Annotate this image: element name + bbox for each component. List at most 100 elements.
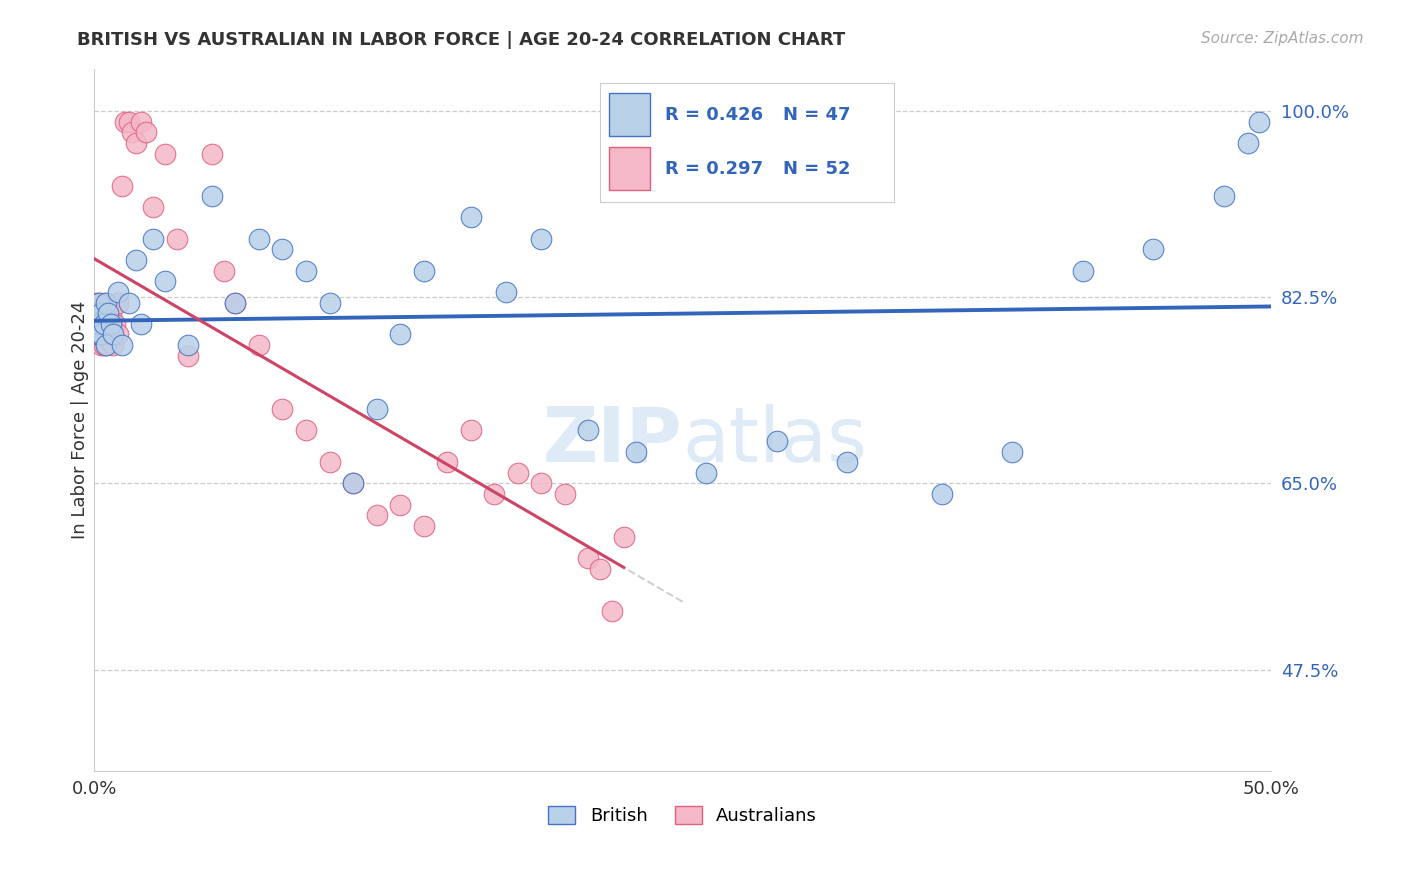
Point [93,317,115,331]
Point [389,327,412,342]
Point [153,146,176,161]
Point [201,189,224,203]
Point [1001,444,1024,458]
Point [578,550,600,565]
Point [589,561,612,575]
Point [93,295,115,310]
Point [224,295,246,310]
Point [295,263,318,277]
Point [129,317,152,331]
Point [366,401,388,416]
Point [389,498,412,512]
Point [90,327,112,342]
Text: BRITISH VS AUSTRALIAN IN LABOR FORCE | AGE 20-24 CORRELATION CHART: BRITISH VS AUSTRALIAN IN LABOR FORCE | A… [77,31,845,49]
Point [114,114,136,128]
Point [613,530,636,544]
Point [247,232,270,246]
Point [100,317,122,331]
Point [578,423,600,437]
Point [86,327,108,342]
Point [295,423,318,437]
Point [87,327,110,342]
Point [153,274,176,288]
Point [212,263,235,277]
Point [90,306,112,320]
Point [765,434,787,448]
Point [121,125,143,139]
Point [271,243,294,257]
Point [460,423,482,437]
Point [412,263,434,277]
Point [1236,136,1258,150]
Point [271,401,294,416]
Point [495,285,517,299]
Point [118,114,141,128]
Text: ZIP: ZIP [543,404,683,478]
Point [107,295,129,310]
Point [86,317,108,331]
Point [90,317,112,331]
Point [94,295,117,310]
Point [86,306,108,320]
Point [436,455,458,469]
Point [1142,243,1164,257]
Point [94,338,117,352]
Point [100,317,122,331]
Point [93,338,115,352]
Legend: British, Australians: British, Australians [548,805,817,825]
Point [94,338,117,352]
Point [142,232,165,246]
Text: atlas: atlas [683,404,868,478]
Point [125,136,148,150]
Point [97,327,120,342]
Point [97,306,120,320]
Y-axis label: In Labor Force | Age 20-24: In Labor Force | Age 20-24 [72,301,89,539]
Point [931,487,953,501]
Point [100,306,122,320]
Point [118,295,141,310]
Point [342,476,364,491]
Point [90,338,112,352]
Point [1071,263,1094,277]
Point [86,306,108,320]
Point [201,146,224,161]
Point [129,114,152,128]
Point [177,349,200,363]
Point [101,327,124,342]
Point [484,487,506,501]
Point [142,200,165,214]
Point [86,327,108,342]
Point [87,317,110,331]
Point [554,487,576,501]
Point [87,295,110,310]
Point [87,327,110,342]
Point [837,455,859,469]
Point [318,455,340,469]
Point [86,295,108,310]
Point [1249,114,1271,128]
Point [125,253,148,268]
Point [530,476,553,491]
Point [87,295,110,310]
Point [460,211,482,225]
Point [506,466,529,480]
Point [177,338,200,352]
Point [530,232,553,246]
Point [107,285,129,299]
Point [342,476,364,491]
Point [135,125,157,139]
Point [101,338,124,352]
Point [111,338,134,352]
Point [247,338,270,352]
Text: Source: ZipAtlas.com: Source: ZipAtlas.com [1201,31,1364,46]
Point [224,295,246,310]
Point [104,317,127,331]
Point [412,519,434,533]
Point [94,317,117,331]
Point [366,508,388,523]
Point [166,232,188,246]
Point [318,295,340,310]
Point [86,317,108,331]
Point [107,327,129,342]
Point [1213,189,1236,203]
